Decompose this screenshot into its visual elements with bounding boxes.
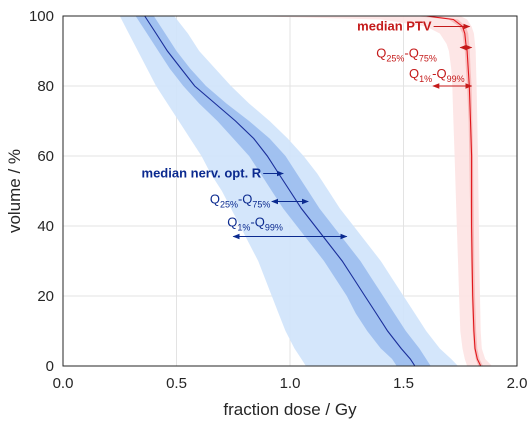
y-tick-label: 40 xyxy=(37,218,54,235)
optic-median-label: median nerv. opt. R xyxy=(142,166,262,181)
ptv-q1-q99-label: Q1%-Q99% xyxy=(409,66,465,84)
optic-q1-q99-label: Q1%-Q99% xyxy=(227,215,283,233)
ptv-q1-q99-label-mid: -Q xyxy=(432,66,446,81)
x-axis-ticks: 0.0 0.5 1.0 1.5 2.0 xyxy=(53,375,528,392)
optic-q25-q75-label: Q25%-Q75% xyxy=(210,192,271,210)
ptv-q1-q99-label-base: Q xyxy=(409,66,419,81)
ptv-q25-q75-label-sub1: 25% xyxy=(386,54,404,64)
optic-q1-q99-label-sub2: 99% xyxy=(265,223,283,233)
y-tick-label: 80 xyxy=(37,78,54,95)
optic-q25-q75-label-sub2: 75% xyxy=(252,200,270,210)
ptv-q25-q75-label-base: Q xyxy=(376,46,386,61)
ptv-q25-q75-label-mid: -Q xyxy=(404,46,418,61)
x-tick-label: 0.5 xyxy=(166,375,187,392)
x-tick-label: 0.0 xyxy=(53,375,74,392)
x-tick-label: 1.0 xyxy=(280,375,301,392)
annotations: median nerv. opt. RQ25%-Q75%Q1%-Q99%medi… xyxy=(142,19,473,240)
ptv-q25-q75-label-sub2: 75% xyxy=(419,54,437,64)
y-tick-label: 0 xyxy=(46,358,54,375)
ptv-q1-q99-label-sub1: 1% xyxy=(419,74,432,84)
x-axis-label: fraction dose / Gy xyxy=(223,400,357,419)
optic-q25-q75-band xyxy=(135,16,431,366)
plot-frame xyxy=(62,15,518,367)
optic-q25-q75-label-sub1: 25% xyxy=(220,200,238,210)
y-axis-ticks: 0 20 40 60 80 100 xyxy=(29,8,54,375)
y-axis-label: volume / % xyxy=(5,149,24,233)
x-tick-label: 1.5 xyxy=(393,375,414,392)
y-tick-label: 60 xyxy=(37,148,54,165)
optic-q1-q99-label-base: Q xyxy=(227,215,237,230)
ptv-q25-q75-label: Q25%-Q75% xyxy=(376,46,437,64)
y-tick-label: 20 xyxy=(37,288,54,305)
optic-q1-q99-label-mid: -Q xyxy=(250,215,264,230)
ptv-median-label: median PTV xyxy=(357,19,432,34)
optic-q25-q75-label-mid: -Q xyxy=(238,192,252,207)
ptv-q1-q99-label-sub2: 99% xyxy=(447,74,465,84)
y-tick-label: 100 xyxy=(29,8,54,25)
optic-q1-q99-label-sub1: 1% xyxy=(237,223,250,233)
ptv-median-line xyxy=(426,15,482,367)
x-tick-label: 2.0 xyxy=(507,375,528,392)
optic-q25-q75-label-base: Q xyxy=(210,192,220,207)
